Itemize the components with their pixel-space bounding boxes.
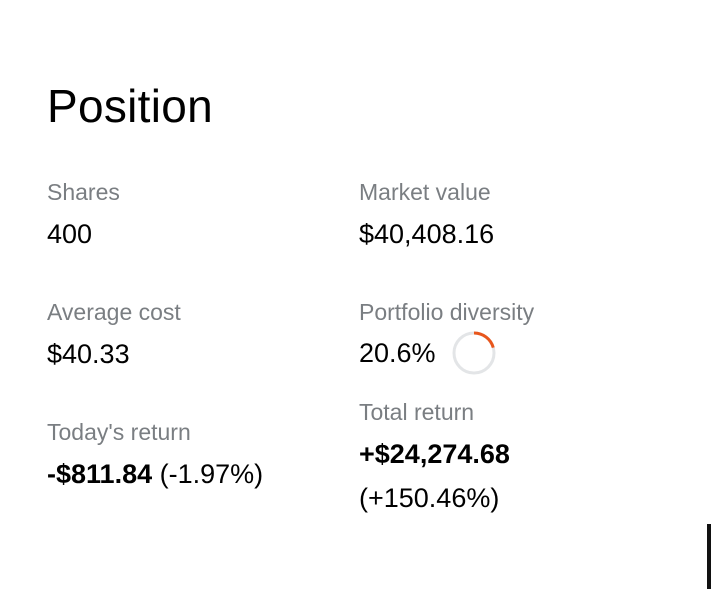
- section-title: Position: [47, 80, 214, 132]
- scrollbar-edge: [707, 524, 711, 589]
- todays-return-amount: -$811.84: [47, 459, 153, 489]
- todays-return-percent: (-1.97%): [159, 459, 264, 489]
- shares-stat: Shares 400: [47, 178, 120, 250]
- portfolio-diversity-row: 20.6%: [359, 330, 534, 376]
- market-value-label: Market value: [359, 179, 491, 205]
- total-return-label: Total return: [359, 399, 475, 425]
- todays-return-value: -$811.84 (-1.97%): [47, 458, 263, 490]
- portfolio-diversity-value: 20.6%: [359, 338, 436, 368]
- average-cost-value: $40.33: [47, 339, 130, 369]
- shares-value: 400: [47, 219, 93, 249]
- todays-return-stat: Today's return -$811.84 (-1.97%): [47, 418, 263, 490]
- portfolio-diversity-stat: Portfolio diversity 20.6%: [359, 298, 534, 376]
- portfolio-diversity-label: Portfolio diversity: [359, 299, 535, 325]
- total-return-percent: (+150.46%): [359, 483, 500, 513]
- total-return-stat: Total return +$24,274.68 (+150.46%): [359, 398, 510, 514]
- average-cost-stat: Average cost $40.33: [47, 298, 181, 370]
- market-value-stat: Market value $40,408.16: [359, 178, 494, 250]
- todays-return-label: Today's return: [47, 419, 191, 445]
- diversity-ring-arc: [452, 331, 496, 375]
- diversity-ring-icon: [452, 331, 496, 375]
- average-cost-label: Average cost: [47, 299, 181, 325]
- market-value-value: $40,408.16: [359, 219, 495, 249]
- total-return-amount: +$24,274.68: [359, 439, 510, 469]
- shares-label: Shares: [47, 179, 120, 205]
